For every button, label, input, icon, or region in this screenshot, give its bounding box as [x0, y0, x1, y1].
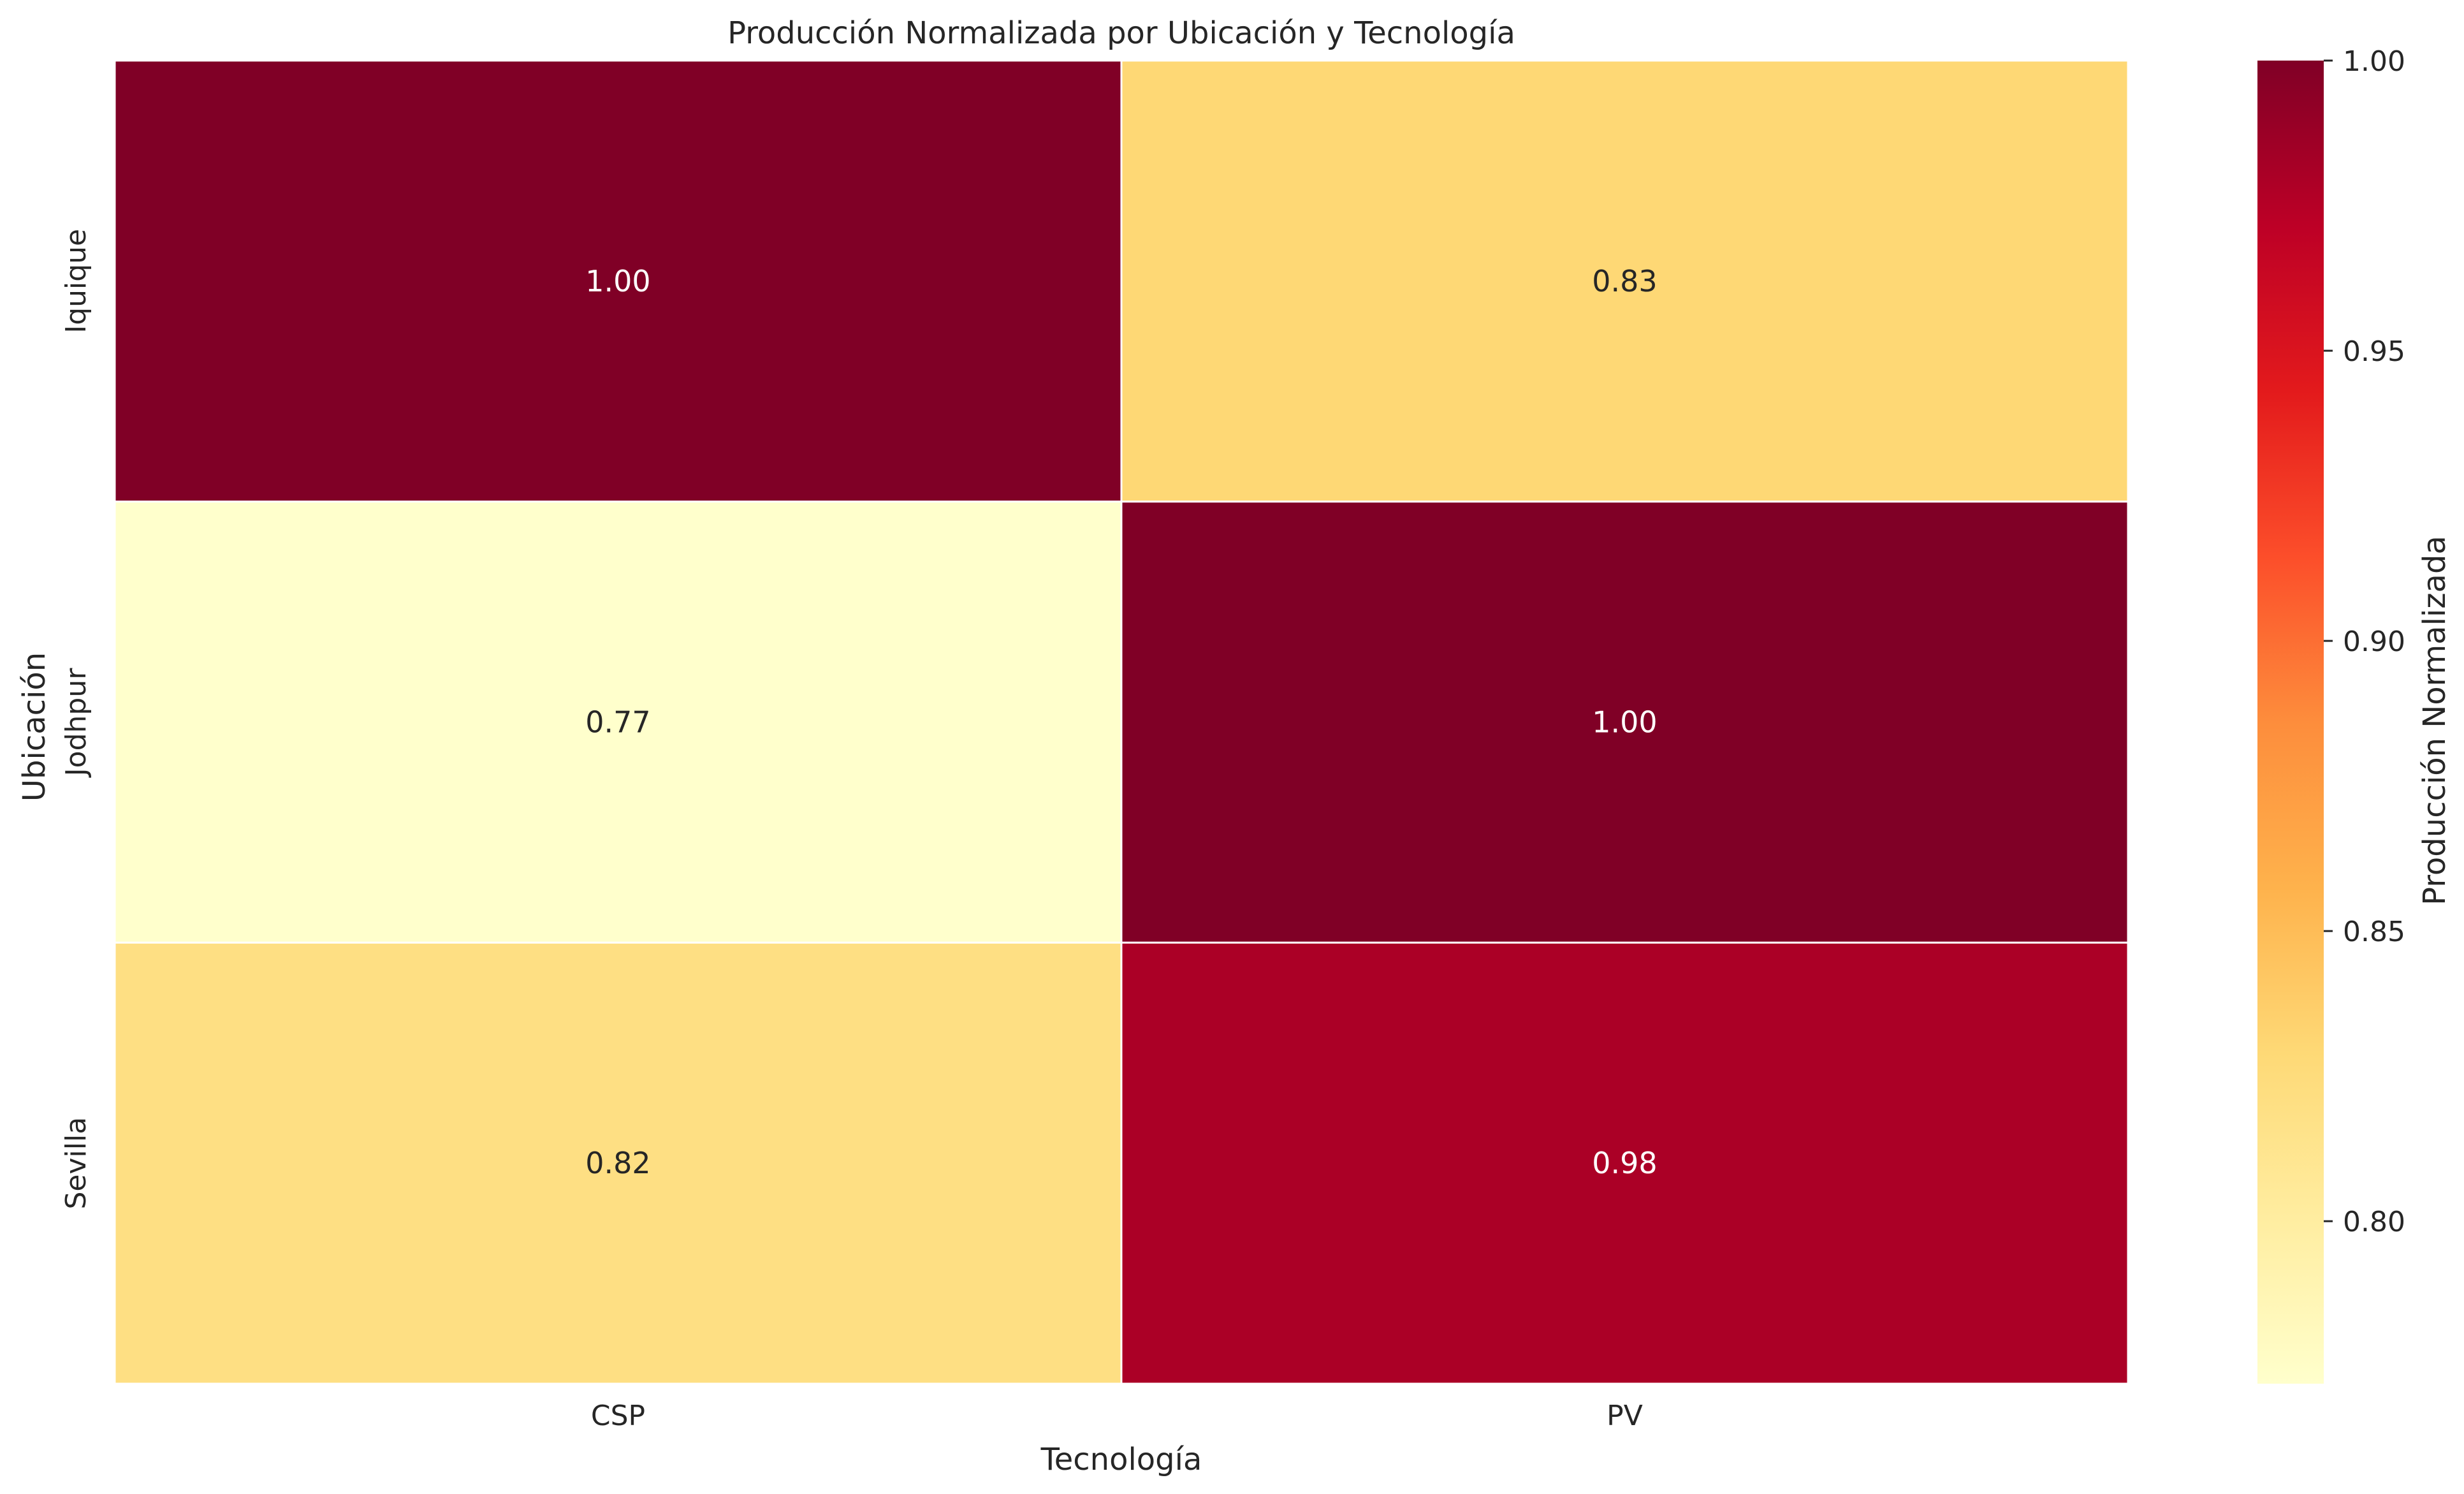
colorbar-label: Producción Normalizada	[2417, 536, 2453, 905]
y-tick-label: Sevilla	[60, 1117, 92, 1210]
y-axis-label: Ubicación	[17, 652, 52, 802]
cell-value-label: 1.00	[585, 264, 650, 298]
colorbar: 0.80 0.85 0.90 0.95 1.00	[2257, 45, 2405, 1384]
x-tick-label: PV	[1607, 1400, 1643, 1432]
x-axis-tick-labels: CSP PV	[591, 1400, 1643, 1432]
colorbar-tick-label: 1.00	[2343, 45, 2405, 78]
heatmap-cell	[113, 501, 1123, 944]
y-axis-tick-labels: Iquique Jodhpur Sevilla	[60, 229, 92, 1210]
cell-value-label: 0.98	[1592, 1146, 1657, 1180]
heatmap-cell	[1120, 941, 2129, 1385]
heatmap-cell	[113, 59, 1123, 503]
cell-value-label: 0.82	[585, 1146, 650, 1180]
colorbar-gradient	[2257, 61, 2324, 1384]
y-tick-label: Iquique	[60, 229, 92, 333]
x-tick-label: CSP	[591, 1400, 645, 1432]
y-tick-label: Jodhpur	[60, 668, 92, 779]
heatmap-cell-labels: 1.00 0.83 0.77 1.00 0.82 0.98	[585, 264, 1657, 1180]
cell-value-label: 0.83	[1592, 264, 1657, 298]
chart-title: Producción Normalizada por Ubicación y T…	[727, 15, 1515, 51]
heatmap-cell	[113, 941, 1123, 1385]
x-axis-label: Tecnología	[1040, 1442, 1202, 1477]
heatmap-cell	[1120, 59, 2129, 503]
cell-value-label: 1.00	[1592, 705, 1657, 740]
colorbar-tick-label: 0.80	[2343, 1206, 2405, 1238]
colorbar-tick-label: 0.90	[2343, 626, 2405, 658]
heatmap-cells	[113, 59, 2129, 1385]
heatmap-cell	[1120, 501, 2129, 944]
colorbar-tick-label: 0.95	[2343, 335, 2405, 368]
cell-value-label: 0.77	[585, 705, 650, 740]
colorbar-tick-label: 0.85	[2343, 916, 2405, 948]
